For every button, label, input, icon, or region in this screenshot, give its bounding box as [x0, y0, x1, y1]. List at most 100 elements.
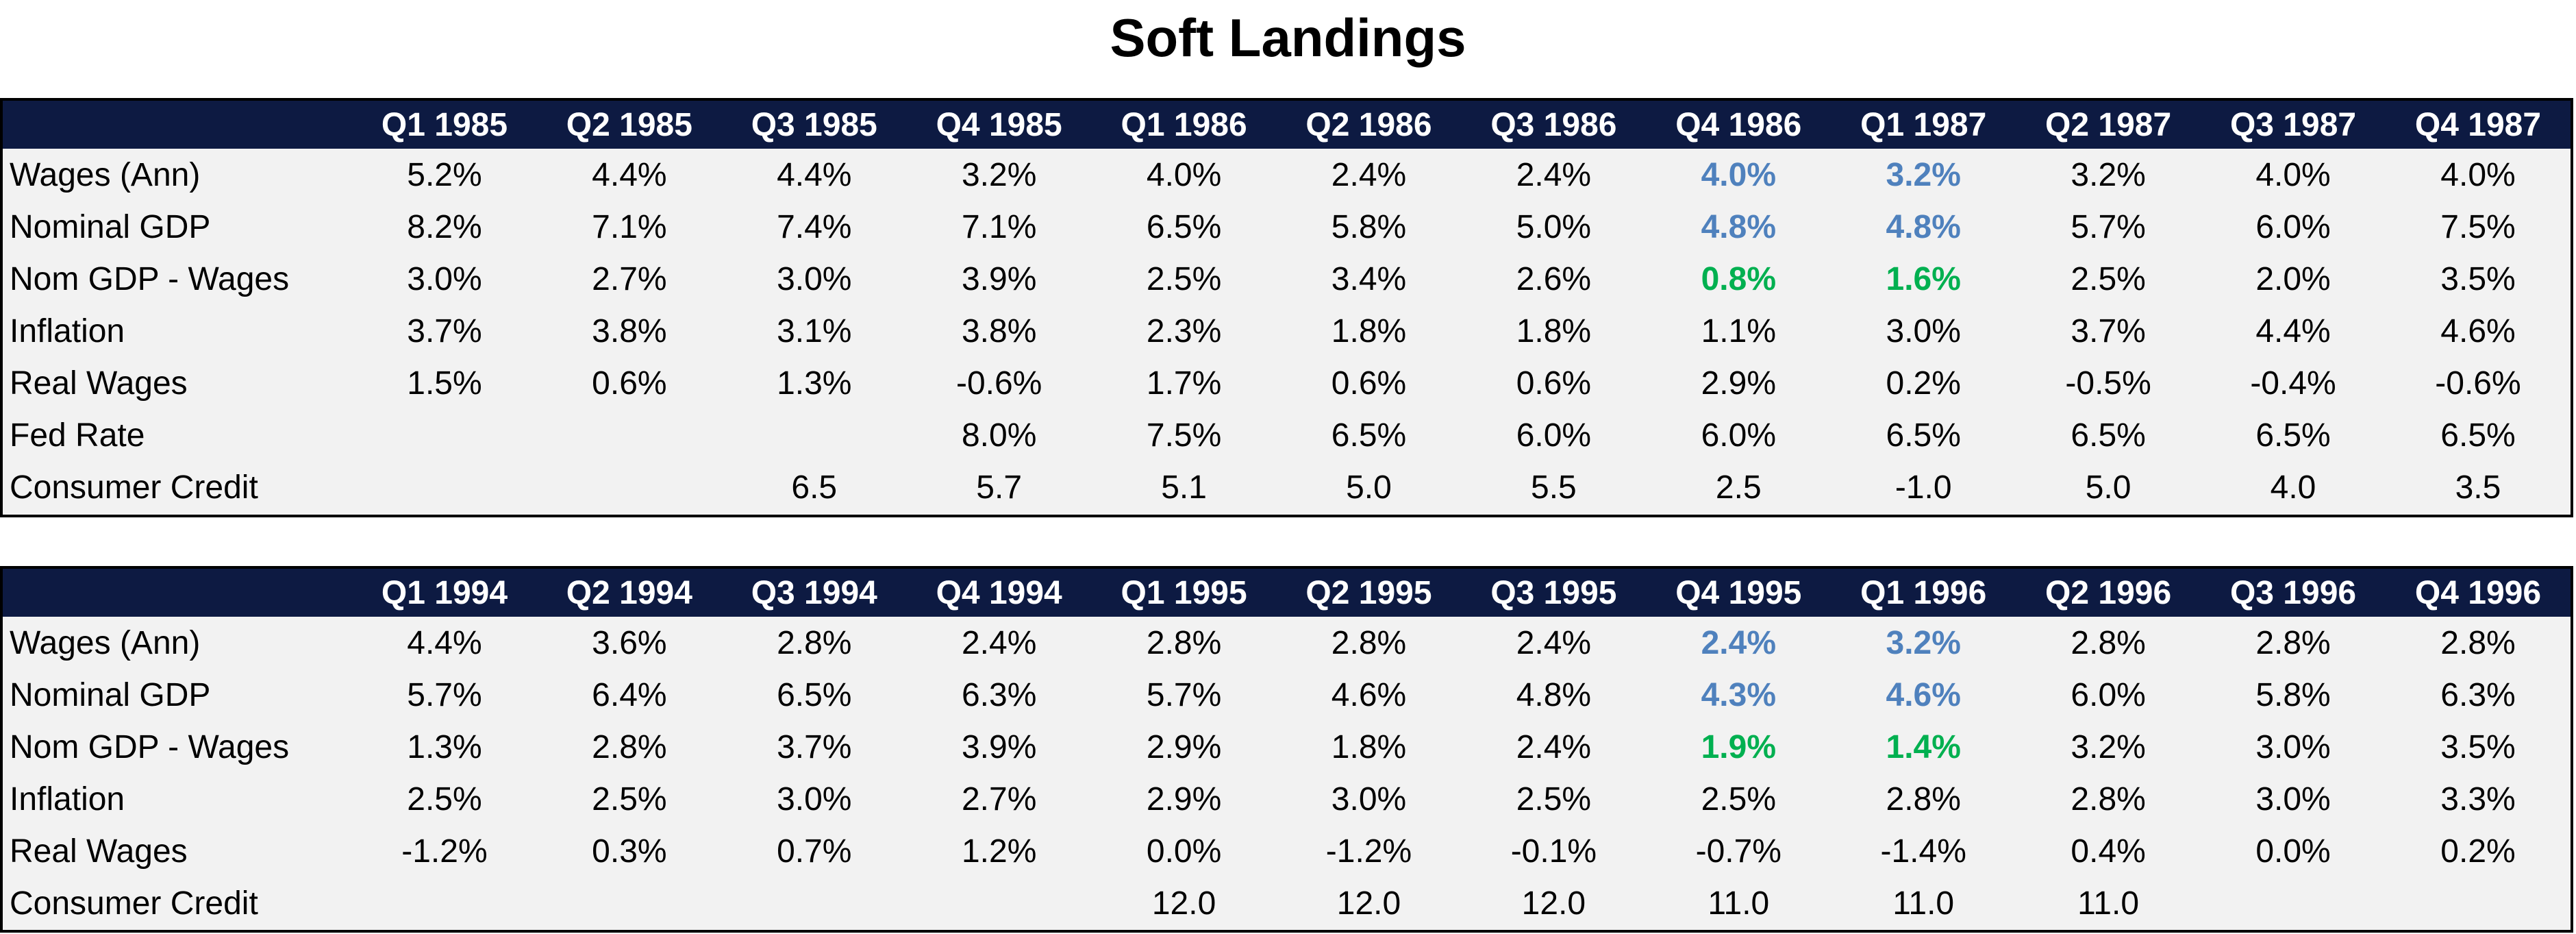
table-cell: 0.0% — [1146, 833, 1222, 870]
table-row: Nom GDP - Wages 3.0% 2.7% 3.0% 3.9% 2.5% 3.4% 2… — [3, 253, 2571, 305]
table-cell: 3.1% — [777, 312, 852, 349]
data-table: Q1 1994 Q2 1994 Q3 1994 Q4 1994 Q1 1995 Q2 19… — [3, 569, 2571, 929]
header-row: Q1 1994 Q2 1994 Q3 1994 Q4 1994 Q1 1995 Q2 19… — [3, 569, 2571, 617]
column-header: Q4 1985 — [936, 106, 1062, 143]
table-cell — [537, 409, 722, 461]
table-cell: 5.2% — [407, 156, 482, 193]
table-cell: 3.6% — [592, 624, 667, 661]
table-cell: 3.3% — [2440, 781, 2516, 818]
table-cell: 8.0% — [961, 417, 1037, 454]
table-cell: 3.5% — [2440, 728, 2516, 765]
column-header: Q3 1996 — [2229, 574, 2357, 611]
table-cell: -1.2% — [401, 833, 488, 870]
table-cell: 3.0% — [777, 260, 852, 297]
row-label: Nom GDP - Wages — [10, 728, 290, 765]
row-label: Inflation — [10, 781, 125, 818]
row-label: Nom GDP - Wages — [10, 260, 290, 297]
table-cell: 0.7% — [777, 833, 852, 870]
table-row: Fed Rate 8.0% 7.5% 6.5% 6.0% 6.0% 6.5% 6.5% 6.5%… — [3, 409, 2571, 461]
table-cell: -0.5% — [2065, 365, 2151, 402]
table-cell: 1.3% — [407, 728, 482, 765]
column-header: Q1 1994 — [381, 574, 508, 611]
table-row: Inflation 3.7% 3.8% 3.1% 3.8% 2.3% 1.8% 1.8% 1.1… — [3, 305, 2571, 357]
table-cell: -0.4% — [2250, 365, 2336, 402]
table-cell: 2.5% — [592, 781, 667, 818]
table-cell: 4.4% — [2255, 312, 2331, 349]
table-cell: 6.5 — [791, 469, 838, 506]
table-cell — [2201, 877, 2386, 929]
table-cell: 2.4% — [1516, 156, 1592, 193]
table-cell: 4.4% — [592, 156, 667, 193]
column-header: Q2 1987 — [2045, 106, 2172, 143]
table-cell: 6.3% — [2440, 676, 2516, 713]
table-cell — [537, 461, 722, 513]
table-cell: 5.0% — [1516, 208, 1592, 245]
column-header: Q2 1994 — [566, 574, 692, 611]
table-cell: 2.8% — [2071, 781, 2146, 818]
table-cell: 3.2% — [2071, 728, 2146, 765]
table-cell: 2.4% — [1516, 728, 1592, 765]
table-cell: 4.4% — [407, 624, 482, 661]
table-cell: 2.5% — [1701, 781, 1776, 818]
row-label: Nominal GDP — [10, 676, 211, 713]
table-cell: -0.7% — [1695, 833, 1781, 870]
table-cell: 6.5% — [1146, 208, 1222, 245]
table-cell: 4.0% — [2255, 156, 2331, 193]
table-cell: 4.0% — [2440, 156, 2516, 193]
column-header: Q4 1995 — [1675, 574, 1802, 611]
table-cell — [722, 409, 907, 461]
table-cell: 5.1 — [1161, 469, 1207, 506]
table-cell: 7.4% — [777, 208, 852, 245]
table-cell: 5.0 — [1346, 469, 1392, 506]
table-cell: 2.4% — [1516, 624, 1592, 661]
table-cell: 1.3% — [777, 365, 852, 402]
table-cell: 3.0% — [777, 781, 852, 818]
table-cell: 6.5% — [1331, 417, 1407, 454]
column-header: Q1 1985 — [381, 106, 508, 143]
table-cell: 5.7 — [976, 469, 1023, 506]
table-cell: 5.7% — [2071, 208, 2146, 245]
table-cell: 4.3% — [1701, 676, 1776, 713]
table-cell: 7.5% — [2440, 208, 2516, 245]
table-cell: 3.5 — [2455, 469, 2501, 506]
table-cell: 2.8% — [2440, 624, 2516, 661]
table-cell — [907, 877, 1092, 929]
column-header: Q4 1994 — [936, 574, 1062, 611]
table-cell: 4.6% — [2440, 312, 2516, 349]
table-cell: 2.5 — [1715, 469, 1762, 506]
column-header: Q1 1995 — [1121, 574, 1247, 611]
table-cell: 7.5% — [1146, 417, 1222, 454]
table-cell: 6.0% — [1701, 417, 1776, 454]
column-header: Q4 1996 — [2414, 574, 2542, 611]
table-cell: 2.9% — [1701, 365, 1776, 402]
table-cell: 3.0% — [1886, 312, 1961, 349]
row-label: Real Wages — [10, 365, 188, 402]
table-1994-1996: Q1 1994 Q2 1994 Q3 1994 Q4 1994 Q1 1995 Q2 19… — [0, 566, 2573, 933]
table-cell: 5.0 — [2085, 469, 2131, 506]
table-cell: 2.8% — [2255, 624, 2331, 661]
table-cell: 2.8% — [2071, 624, 2146, 661]
table-cell: 6.0% — [2071, 676, 2146, 713]
table-cell — [722, 877, 907, 929]
table-cell: 6.5% — [1886, 417, 1961, 454]
table-cell — [352, 409, 537, 461]
table-cell: 2.3% — [1146, 312, 1222, 349]
table-cell: 12.0 — [1151, 885, 1216, 922]
column-header: Q4 1986 — [1675, 106, 1802, 143]
table-cell: 12.0 — [1336, 885, 1401, 922]
table-cell: 5.8% — [1331, 208, 1407, 245]
table-cell: 6.5% — [777, 676, 852, 713]
table-cell: 0.4% — [2071, 833, 2146, 870]
row-label: Wages (Ann) — [10, 156, 201, 193]
table-cell: 0.3% — [592, 833, 667, 870]
table-cell: 3.8% — [961, 312, 1037, 349]
table-cell: 3.0% — [2255, 781, 2331, 818]
table-cell: -1.0 — [1895, 469, 1952, 506]
table-cell: 0.2% — [1886, 365, 1961, 402]
column-header: Q4 1987 — [2414, 106, 2542, 143]
table-cell: 2.8% — [1886, 781, 1961, 818]
table-body: Wages (Ann) 4.4% 3.6% 2.8% 2.4% 2.8% 2.8% 2.4% 2… — [3, 617, 2571, 929]
table-cell: 3.2% — [1886, 156, 1961, 193]
table-cell: 11.0 — [2077, 885, 2140, 922]
table-cell: 3.9% — [961, 728, 1037, 765]
